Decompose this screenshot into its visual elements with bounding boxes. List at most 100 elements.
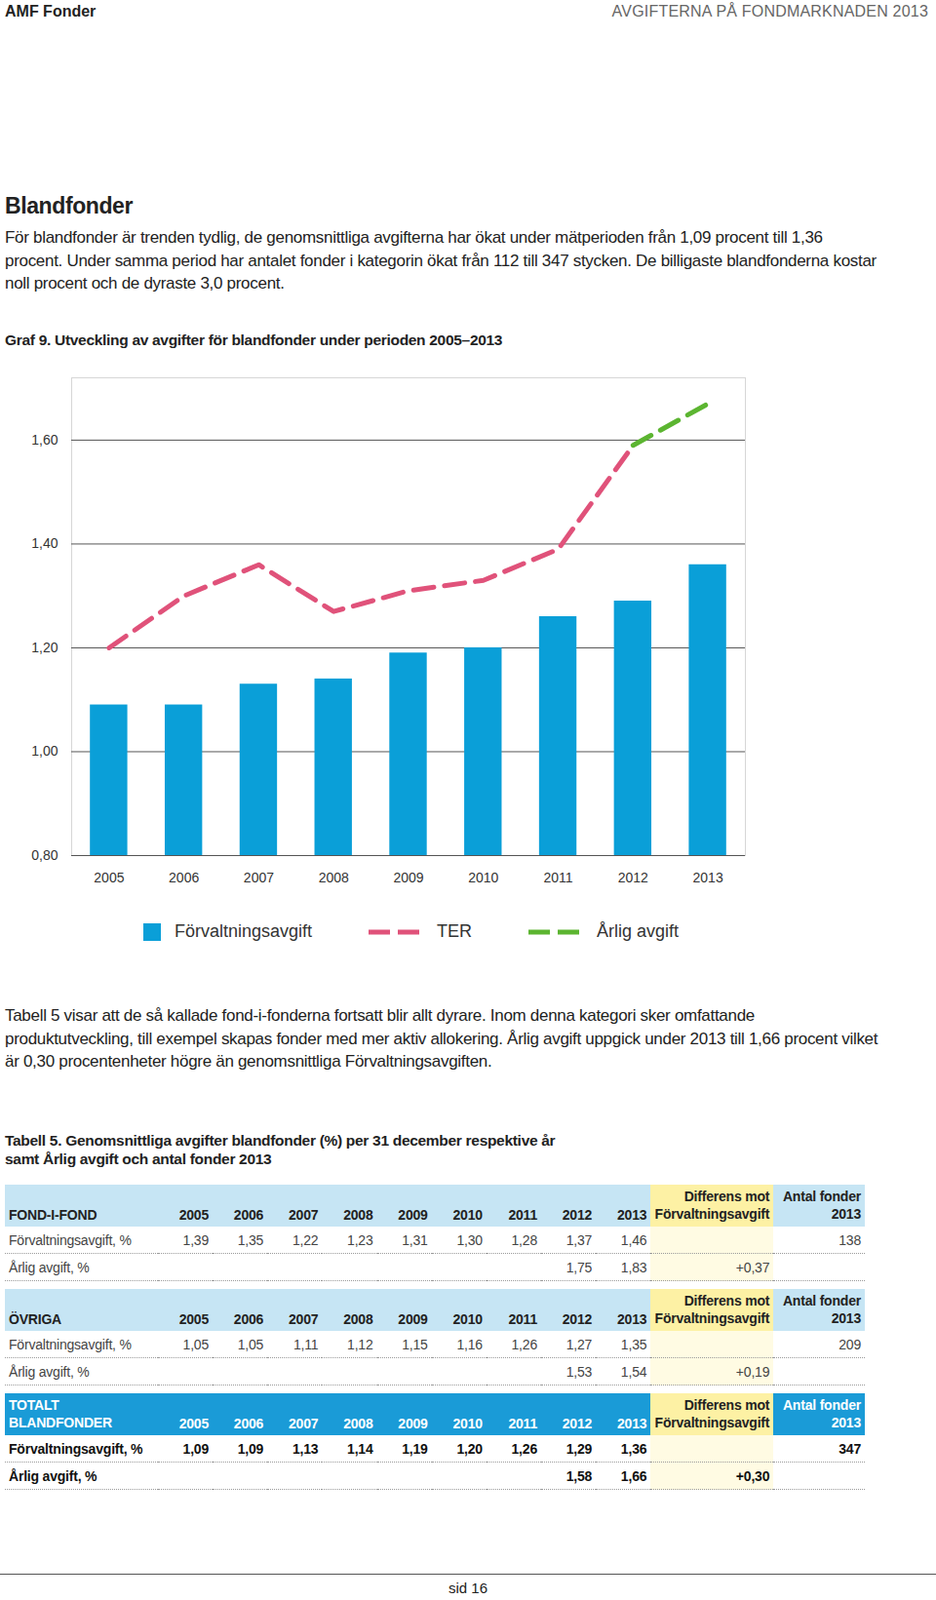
html-text:1,54: 1,54 [620, 1363, 647, 1380]
html-text:+0,30: +0,30 [735, 1467, 770, 1484]
svg-text:2006: 2006 [168, 869, 199, 886]
html-text:Årlig avgift, %: Årlig avgift, % [8, 1467, 97, 1484]
html-text:sid 16: sid 16 [448, 1579, 488, 1597]
html-text:2012: 2012 [562, 1311, 592, 1327]
html-text:Förvaltningsavgift, %: Förvaltningsavgift, % [8, 1231, 132, 1248]
html-text:Differens mot Förvaltningsavgi: Differens mot Förvaltningsavgift [654, 1397, 770, 1431]
html-text:Förvaltningsavgift, %: Förvaltningsavgift, % [8, 1440, 143, 1457]
html-text:1,30: 1,30 [456, 1231, 483, 1248]
html-text:Graf 9. Utveckling av avgifter: Graf 9. Utveckling av avgifter för bland… [4, 331, 503, 349]
html-text:TOTALT BLANDFONDER: TOTALT BLANDFONDER [8, 1397, 113, 1431]
html-text:2008: 2008 [343, 1207, 373, 1223]
html-text:2009: 2009 [398, 1415, 428, 1432]
svg-text:0,80: 0,80 [31, 847, 58, 863]
html-text:1,05: 1,05 [182, 1336, 209, 1352]
html-text:2006: 2006 [233, 1207, 264, 1223]
html-text:1,58: 1,58 [566, 1467, 592, 1484]
svg-text:1,00: 1,00 [31, 742, 58, 759]
html-text:Blandfonder: Blandfonder [4, 193, 133, 219]
html-text:1,13: 1,13 [292, 1440, 319, 1457]
html-text:2011: 2011 [508, 1415, 538, 1432]
html-text:2009: 2009 [398, 1207, 428, 1223]
html-text:2011: 2011 [508, 1207, 538, 1223]
html-text:1,19: 1,19 [401, 1440, 428, 1457]
html-text:1,66: 1,66 [620, 1467, 647, 1484]
html-text:1,20: 1,20 [456, 1440, 483, 1457]
html-text:1,28: 1,28 [511, 1231, 538, 1248]
html-text:Antal fonder 2013: Antal fonder 2013 [782, 1188, 861, 1222]
html-text:AMF Fonder: AMF Fonder [4, 2, 96, 20]
html-text:2005: 2005 [179, 1415, 209, 1432]
html-text:1,23: 1,23 [347, 1231, 373, 1248]
html-text:1,36: 1,36 [620, 1440, 647, 1457]
svg-text:1,60: 1,60 [31, 431, 58, 448]
html-text:1,31: 1,31 [401, 1231, 428, 1248]
html-text:Differens mot Förvaltningsavgi: Differens mot Förvaltningsavgift [654, 1292, 770, 1326]
html-text:1,05: 1,05 [237, 1336, 264, 1352]
svg-text:2009: 2009 [392, 869, 424, 886]
html-text:2008: 2008 [343, 1415, 373, 1432]
html-text:2013: 2013 [617, 1415, 647, 1432]
svg-text:2013: 2013 [693, 869, 724, 886]
html-text:1,46: 1,46 [620, 1231, 647, 1248]
html-text:1,83: 1,83 [620, 1259, 647, 1275]
svg-text:1,20: 1,20 [31, 639, 58, 656]
html-text:FOND-I-FOND: FOND-I-FOND [8, 1207, 97, 1223]
html-text:Differens mot Förvaltningsavgi: Differens mot Förvaltningsavgift [654, 1188, 770, 1222]
html-text:2007: 2007 [288, 1207, 319, 1223]
svg-text:2005: 2005 [93, 869, 124, 886]
html-text:2012: 2012 [562, 1415, 592, 1432]
html-text:138: 138 [838, 1231, 861, 1248]
html-text:2007: 2007 [288, 1311, 319, 1327]
html-text:1,29: 1,29 [566, 1440, 592, 1457]
html-text:Tabell 5. Genomsnittliga avgif: Tabell 5. Genomsnittliga avgifter blandf… [4, 1131, 556, 1168]
html-text:+0,37: +0,37 [735, 1259, 770, 1275]
html-text:1,22: 1,22 [292, 1231, 319, 1248]
html-text:TER: TER [436, 921, 472, 941]
svg-text:1,40: 1,40 [31, 535, 58, 551]
html-text:1,35: 1,35 [237, 1231, 264, 1248]
html-text:1,53: 1,53 [566, 1363, 592, 1380]
html-text:Förvaltningsavgift: Förvaltningsavgift [174, 921, 313, 941]
html-text:Årlig avgift: Årlig avgift [596, 921, 679, 941]
html-text:Tabell 5 visar att de så kalla: Tabell 5 visar att de så kallade fond-i-… [4, 1006, 878, 1071]
html-text:2011: 2011 [508, 1311, 538, 1327]
html-text:2005: 2005 [179, 1311, 209, 1327]
html-text:1,75: 1,75 [566, 1259, 592, 1275]
svg-text:2008: 2008 [318, 869, 350, 886]
html-text:1,26: 1,26 [511, 1440, 538, 1457]
html-text:2010: 2010 [452, 1207, 483, 1223]
html-text:2007: 2007 [288, 1415, 319, 1432]
html-text:ÖVRIGA: ÖVRIGA [8, 1311, 62, 1327]
html-text:Förvaltningsavgift, %: Förvaltningsavgift, % [8, 1336, 132, 1352]
html-text:2009: 2009 [398, 1311, 428, 1327]
html-text:Årlig avgift, %: Årlig avgift, % [8, 1363, 90, 1380]
svg-text:2011: 2011 [544, 869, 574, 886]
svg-text:2007: 2007 [243, 869, 274, 886]
html-text:2006: 2006 [233, 1415, 264, 1432]
html-text:1,11: 1,11 [293, 1336, 319, 1352]
html-text:+0,19: +0,19 [735, 1363, 770, 1380]
html-text:1,37: 1,37 [566, 1231, 592, 1248]
html-text:Antal fonder 2013: Antal fonder 2013 [782, 1292, 861, 1326]
html-text:1,09: 1,09 [237, 1440, 264, 1457]
html-text:2013: 2013 [617, 1311, 647, 1327]
html-text:Årlig avgift, %: Årlig avgift, % [8, 1259, 90, 1275]
html-text:För blandfonder är trenden tyd: För blandfonder är trenden tydlig, de ge… [4, 228, 877, 293]
html-text:1,09: 1,09 [182, 1440, 209, 1457]
html-text:1,39: 1,39 [182, 1231, 209, 1248]
html-text:1,14: 1,14 [347, 1440, 373, 1457]
svg-text:2010: 2010 [468, 869, 499, 886]
html-text:2012: 2012 [562, 1207, 592, 1223]
svg-text:2012: 2012 [618, 869, 649, 886]
html-text:347: 347 [838, 1440, 861, 1457]
html-text:2013: 2013 [617, 1207, 647, 1223]
html-text:2010: 2010 [452, 1311, 483, 1327]
html-text:2005: 2005 [179, 1207, 209, 1223]
html-text:Antal fonder 2013: Antal fonder 2013 [782, 1397, 861, 1431]
html-text:1,12: 1,12 [347, 1336, 373, 1352]
html-text:2006: 2006 [233, 1311, 264, 1327]
html-text:2010: 2010 [452, 1415, 483, 1432]
html-text:AVGIFTERNA PÅ FONDMARKNADEN 20: AVGIFTERNA PÅ FONDMARKNADEN 2013 [611, 2, 929, 20]
html-text:2008: 2008 [343, 1311, 373, 1327]
